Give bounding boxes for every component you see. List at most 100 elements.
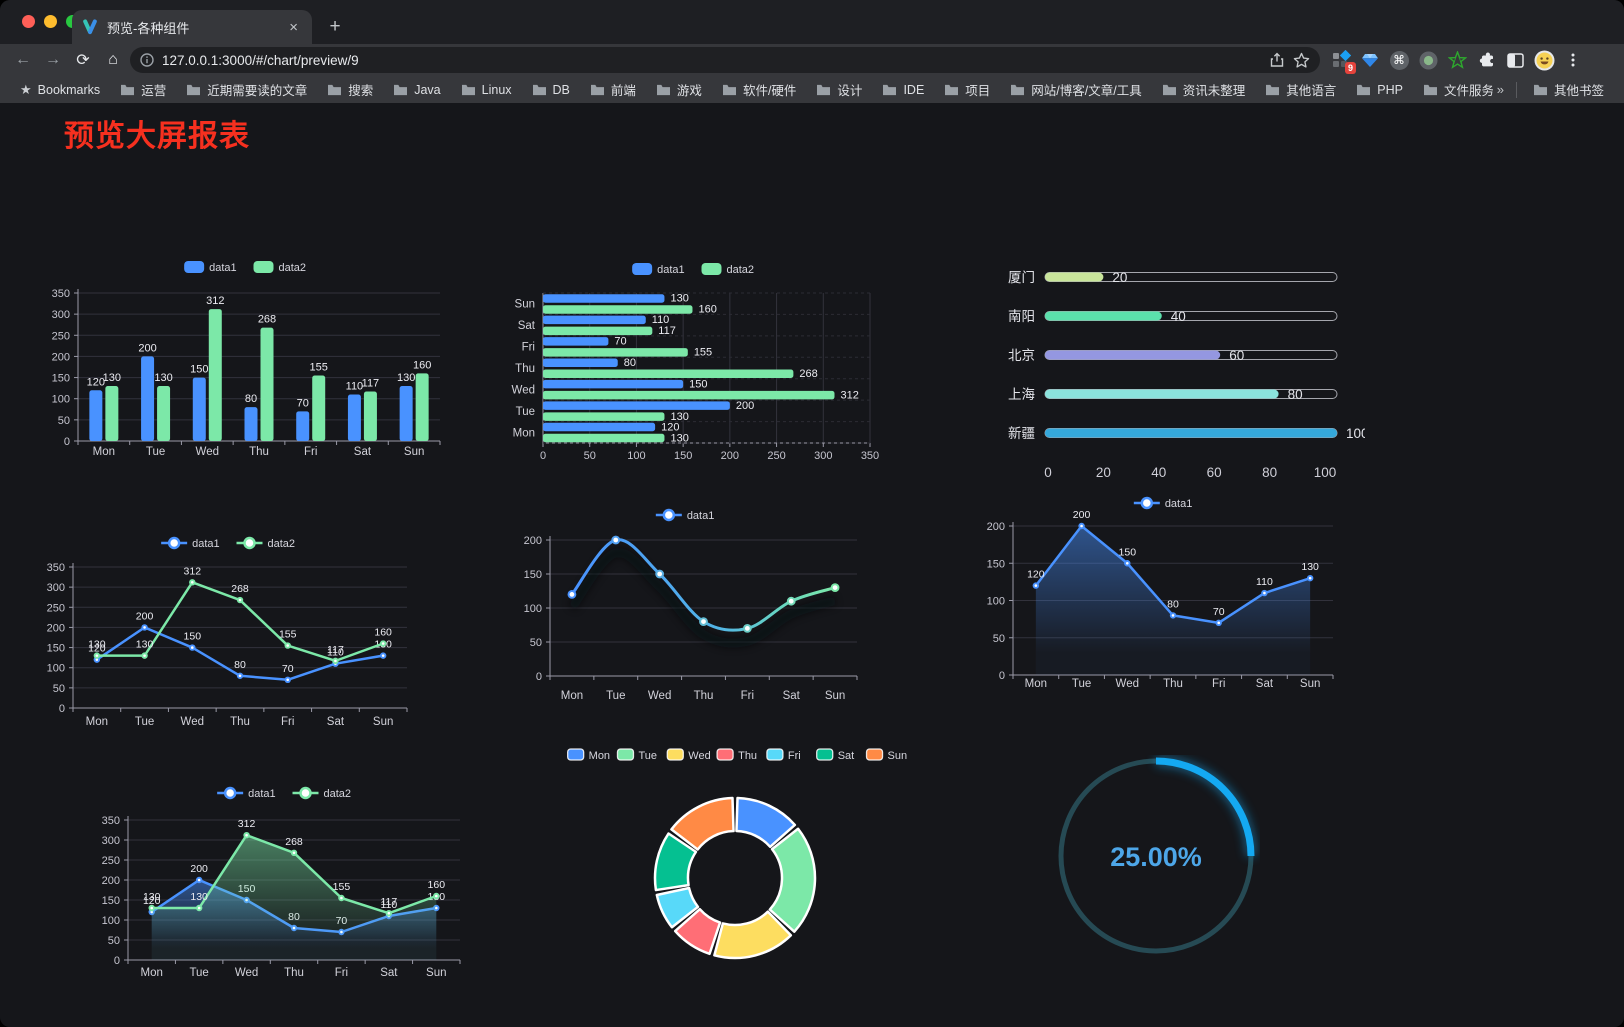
bookmark-folder-item[interactable]: DB — [524, 81, 578, 99]
url-text: 127.0.0.1:3000/#/chart/preview/9 — [162, 52, 359, 68]
svg-text:data1: data1 — [209, 262, 237, 274]
folder-icon — [1423, 84, 1437, 96]
svg-text:268: 268 — [799, 368, 817, 380]
bookmark-folder-item[interactable]: 运营 — [112, 78, 174, 101]
bookmark-folder-item[interactable]: 文件服务器 — [1415, 78, 1493, 101]
bookmark-folder-item[interactable]: 设计 — [808, 78, 870, 101]
svg-text:150: 150 — [184, 631, 202, 643]
bookmark-folder-item[interactable]: IDE — [874, 81, 932, 99]
bookmark-folder-item[interactable]: Java — [385, 81, 448, 99]
bookmarks-bar: ★ Bookmarks 运营 近期需要读的文章 搜索 Java Linux DB 前端 游戏 软… — [0, 76, 1624, 103]
gem-extension-icon[interactable] — [1359, 49, 1381, 71]
svg-text:60: 60 — [1229, 348, 1244, 363]
svg-text:100: 100 — [627, 450, 645, 462]
command-extension-icon[interactable]: ⌘ — [1388, 49, 1410, 71]
close-window-button[interactable] — [22, 15, 35, 28]
side-panel-icon[interactable] — [1504, 49, 1526, 71]
extensions-puzzle-icon[interactable] — [1475, 49, 1497, 71]
new-tab-button[interactable]: + — [329, 16, 341, 37]
svg-text:Mon: Mon — [141, 967, 163, 979]
share-icon[interactable] — [1269, 52, 1285, 68]
back-button[interactable]: ← — [15, 51, 31, 68]
svg-text:300: 300 — [47, 582, 65, 594]
svg-text:268: 268 — [231, 583, 249, 595]
svg-text:data1: data1 — [687, 510, 715, 522]
profile-avatar[interactable] — [1533, 49, 1555, 71]
svg-text:80: 80 — [234, 659, 246, 671]
svg-text:312: 312 — [238, 818, 256, 830]
bookmark-folder-item[interactable]: 网站/博客/文章/工具 — [1002, 78, 1149, 101]
bookmark-folder-item[interactable]: 近期需要读的文章 — [178, 78, 315, 101]
bookmark-folder-item[interactable]: 资讯未整理 — [1154, 78, 1254, 101]
svg-text:100: 100 — [1314, 465, 1337, 480]
svg-text:Mon: Mon — [513, 427, 535, 439]
svg-text:100: 100 — [52, 394, 70, 406]
svg-text:data2: data2 — [279, 262, 307, 274]
svg-text:Fri: Fri — [741, 690, 754, 702]
folder-icon — [722, 84, 736, 96]
bookmark-folder-item[interactable]: 搜索 — [319, 78, 381, 101]
svg-text:100: 100 — [47, 663, 65, 675]
svg-text:Mon: Mon — [86, 716, 108, 728]
svg-text:120: 120 — [143, 895, 161, 907]
svg-text:Tue: Tue — [516, 406, 535, 418]
svg-text:Tue: Tue — [189, 967, 208, 979]
svg-text:350: 350 — [102, 815, 120, 827]
svg-text:20: 20 — [1096, 465, 1111, 480]
page-content: 预览大屏报表 data1 data2 0 50 100 150 200 250 300 350 Mo… — [0, 103, 1624, 1027]
svg-text:25.00%: 25.00% — [1110, 842, 1202, 872]
browser-tab[interactable]: 预览-各种组件 × — [72, 10, 312, 44]
svg-text:Thu: Thu — [230, 716, 250, 728]
svg-text:Thu: Thu — [249, 446, 269, 458]
folder-icon — [461, 84, 475, 96]
forward-button[interactable]: → — [45, 51, 61, 68]
svg-text:117: 117 — [380, 896, 397, 908]
svg-text:0: 0 — [540, 450, 546, 462]
page-info-icon[interactable] — [140, 53, 154, 67]
bookmark-folder-item[interactable]: 软件/硬件 — [714, 78, 804, 101]
bookmark-folder-label: 软件/硬件 — [742, 84, 797, 98]
svg-text:Thu: Thu — [1163, 678, 1183, 690]
svg-text:130: 130 — [154, 372, 172, 384]
folder-icon — [187, 84, 201, 96]
svg-text:0: 0 — [999, 670, 1005, 682]
svg-text:130: 130 — [136, 639, 154, 651]
reload-button[interactable]: ⟳ — [76, 52, 90, 69]
address-bar[interactable]: 127.0.0.1:3000/#/chart/preview/9 — [130, 47, 1320, 73]
svg-text:data1: data1 — [1165, 498, 1193, 510]
bookmarks-right: » 其他书签 — [1493, 78, 1612, 101]
bookmark-star-icon[interactable] — [1293, 52, 1310, 69]
folder-icon — [817, 84, 831, 96]
tab-close-icon[interactable]: × — [289, 18, 298, 36]
svg-text:150: 150 — [674, 450, 692, 462]
other-bookmarks-item[interactable]: 其他书签 — [1525, 78, 1612, 101]
bookmarks-overflow-chevron[interactable]: » — [1496, 82, 1504, 97]
folder-icon — [945, 84, 959, 96]
svg-text:150: 150 — [102, 895, 120, 907]
svg-text:160: 160 — [428, 879, 446, 891]
folder-icon — [656, 84, 670, 96]
bookmark-folder-item[interactable]: 前端 — [582, 78, 644, 101]
chart-horizontal-bar: data1 data2 0 50 100 150 200 250 300 350 Sun 130 160… — [505, 255, 885, 467]
svg-text:新疆: 新疆 — [1008, 426, 1035, 441]
svg-text:100: 100 — [102, 915, 120, 927]
record-extension-icon[interactable] — [1417, 49, 1439, 71]
minimize-window-button[interactable] — [44, 15, 57, 28]
svg-text:Mon: Mon — [561, 690, 583, 702]
menu-kebab-icon[interactable] — [1562, 49, 1584, 71]
green-star-extension-icon[interactable] — [1446, 49, 1468, 71]
svg-text:110: 110 — [346, 380, 364, 392]
svg-text:Wed: Wed — [688, 750, 710, 762]
extension-grid-icon[interactable]: 9 — [1330, 49, 1356, 74]
folder-icon — [328, 84, 342, 96]
home-button[interactable]: ⌂ — [108, 51, 118, 68]
bookmark-folder-item[interactable]: 其他语言 — [1257, 78, 1344, 101]
bookmark-folder-item[interactable]: 项目 — [936, 78, 998, 101]
bookmarks-root-item[interactable]: ★ Bookmarks — [12, 80, 108, 100]
svg-text:50: 50 — [108, 935, 120, 947]
svg-text:268: 268 — [258, 314, 276, 326]
bookmark-folder-item[interactable]: Linux — [453, 81, 520, 99]
bookmark-folder-item[interactable]: PHP — [1348, 81, 1411, 99]
svg-text:0: 0 — [1044, 465, 1052, 480]
bookmark-folder-item[interactable]: 游戏 — [648, 78, 710, 101]
